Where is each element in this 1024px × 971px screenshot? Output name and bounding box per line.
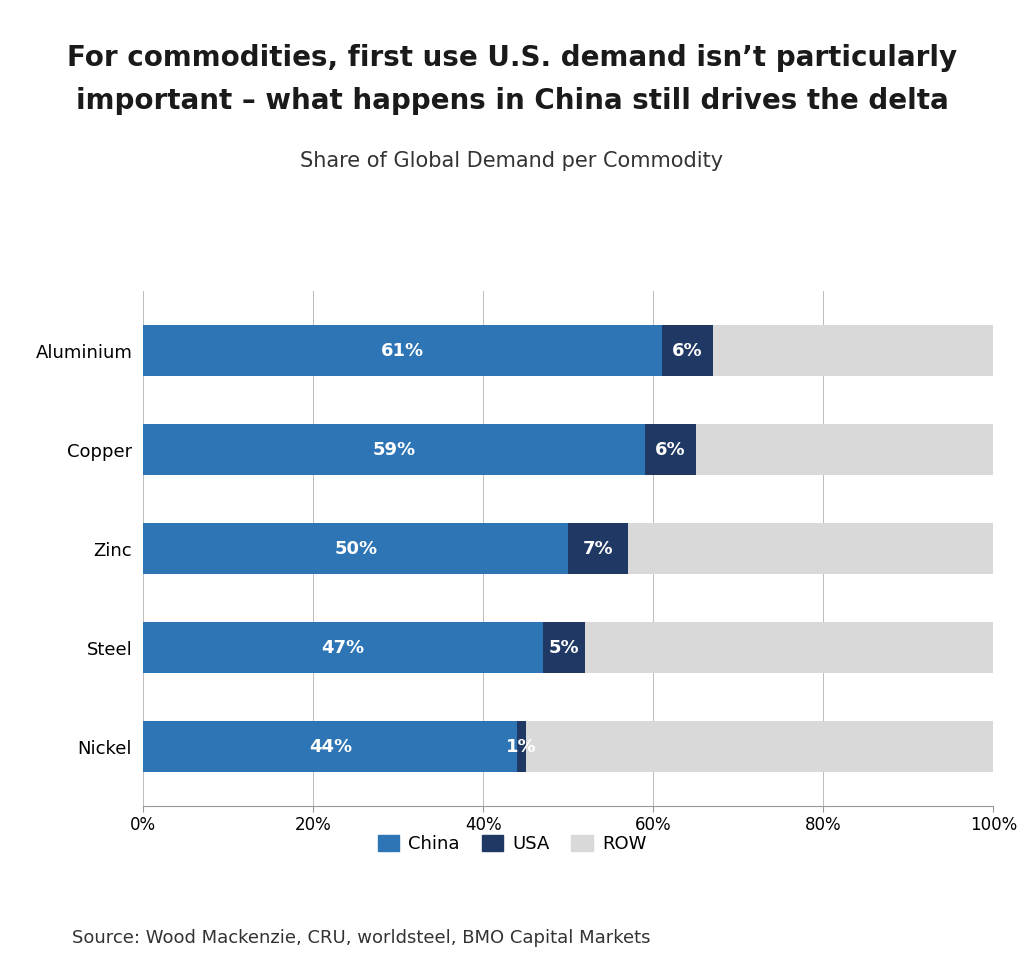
Bar — [143, 325, 662, 377]
Bar — [143, 424, 645, 476]
Text: important – what happens in China still drives the delta: important – what happens in China still … — [76, 87, 948, 116]
Bar — [526, 720, 993, 772]
Text: 47%: 47% — [322, 639, 365, 656]
Text: 50%: 50% — [334, 540, 378, 557]
Bar — [628, 522, 993, 574]
Text: Share of Global Demand per Commodity: Share of Global Demand per Commodity — [300, 151, 724, 171]
Bar — [143, 720, 517, 772]
Bar — [713, 325, 993, 377]
Bar — [696, 424, 993, 476]
Legend: China, USA, ROW: China, USA, ROW — [371, 827, 653, 860]
Text: Source: Wood Mackenzie, CRU, worldsteel, BMO Capital Markets: Source: Wood Mackenzie, CRU, worldsteel,… — [72, 928, 650, 947]
Text: 44%: 44% — [309, 738, 352, 755]
Text: 61%: 61% — [381, 342, 424, 359]
Bar — [645, 424, 696, 476]
Bar — [517, 720, 526, 772]
Text: 59%: 59% — [373, 441, 416, 458]
Bar — [143, 522, 568, 574]
Bar — [662, 325, 713, 377]
Bar — [586, 621, 993, 673]
Text: 6%: 6% — [672, 342, 702, 359]
Text: 1%: 1% — [506, 738, 537, 755]
Bar — [143, 621, 543, 673]
Text: 5%: 5% — [549, 639, 580, 656]
Bar — [543, 621, 586, 673]
Text: 7%: 7% — [583, 540, 613, 557]
Text: 6%: 6% — [655, 441, 686, 458]
Text: For commodities, first use U.S. demand isn’t particularly: For commodities, first use U.S. demand i… — [67, 44, 957, 72]
Bar — [568, 522, 628, 574]
